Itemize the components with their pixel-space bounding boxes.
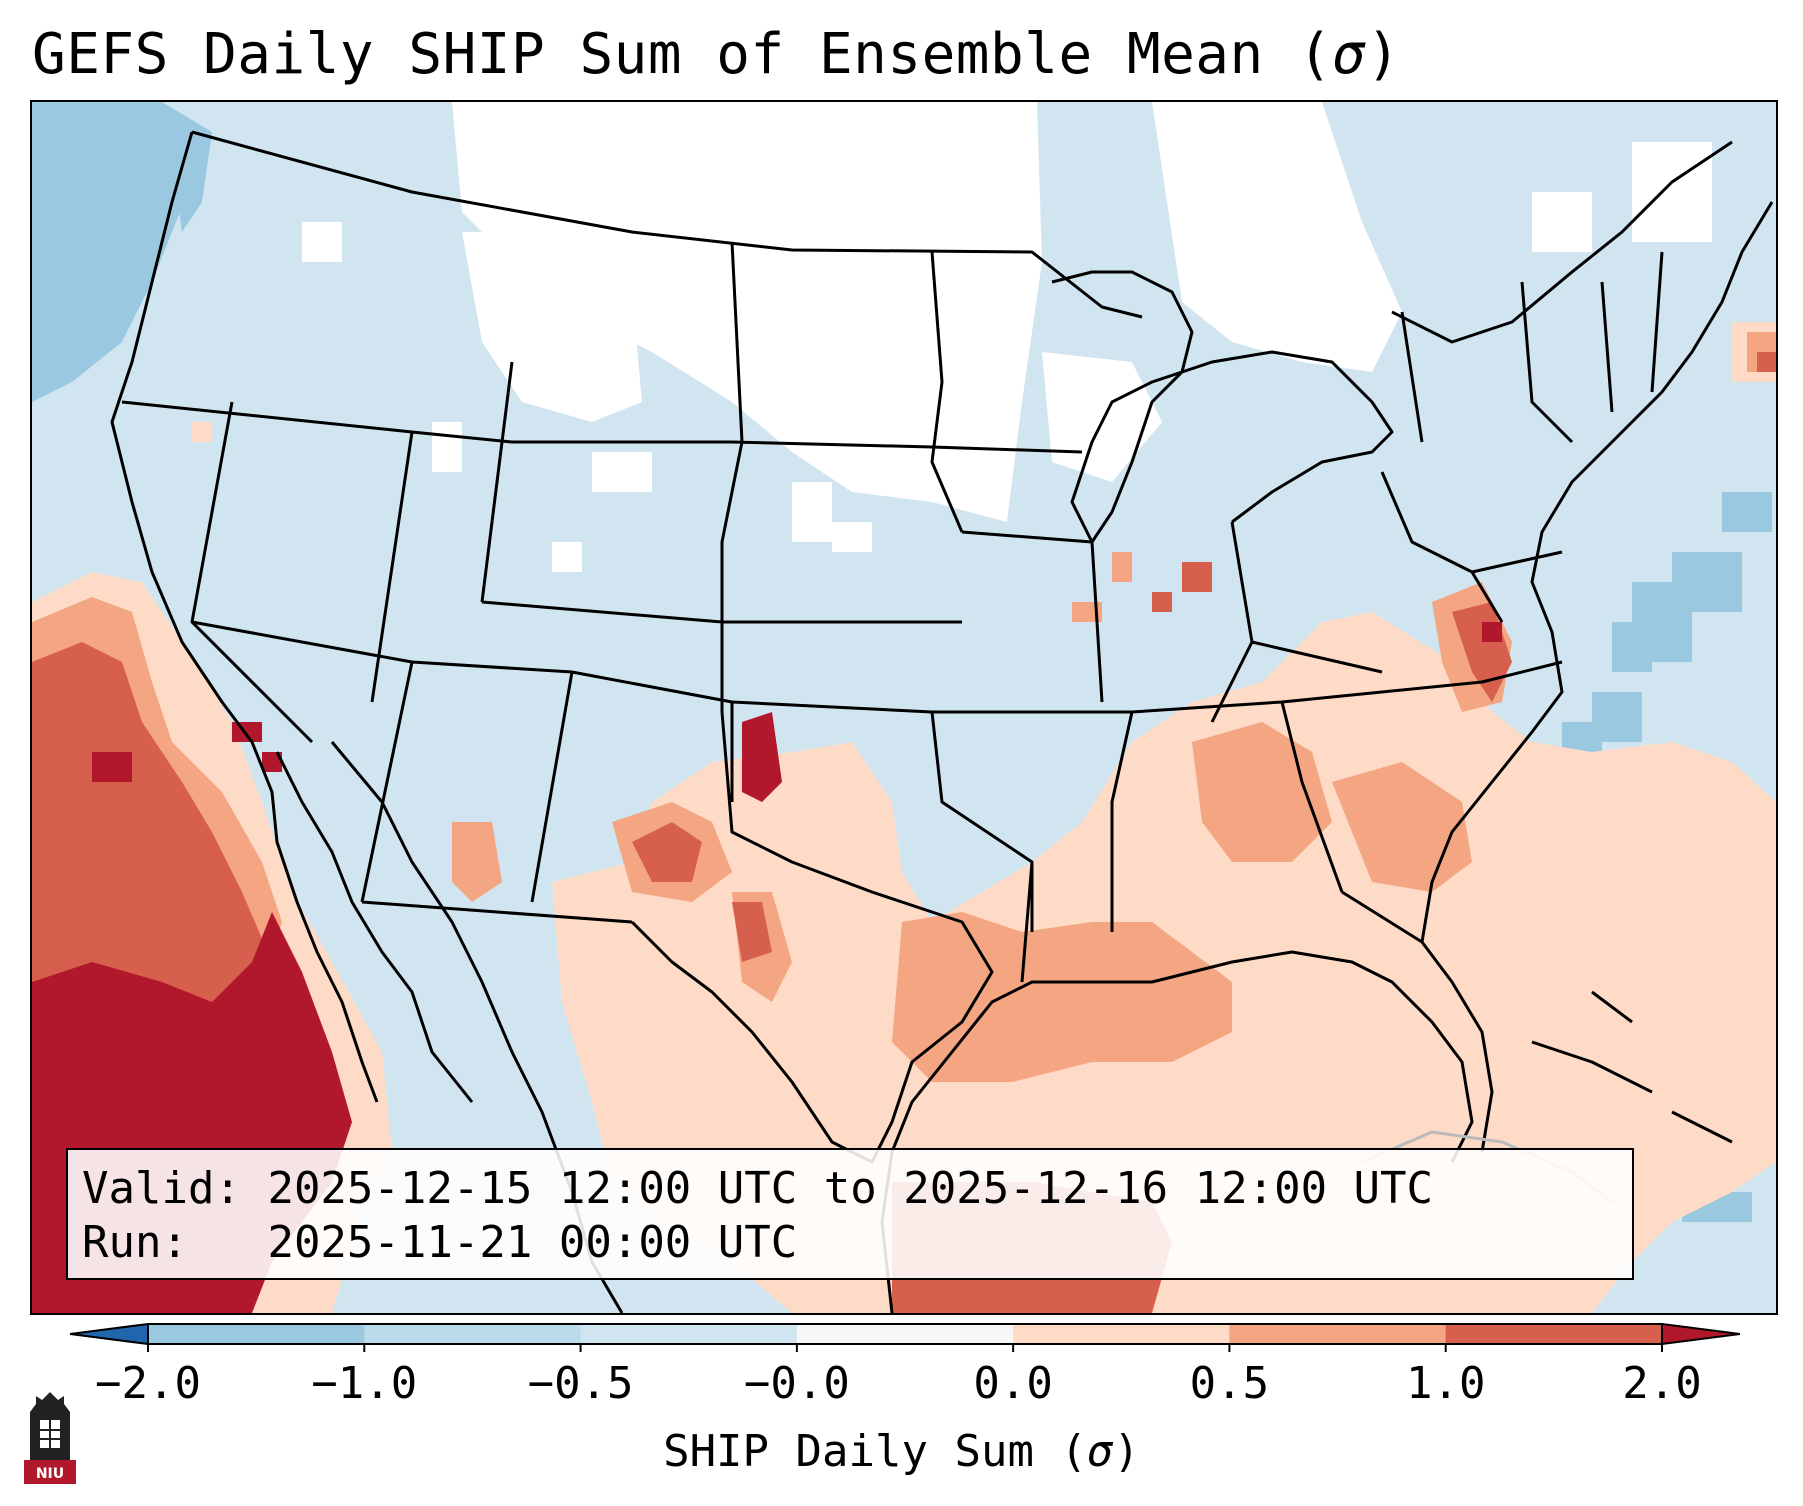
colorbar-label-sigma: σ <box>1086 1426 1114 1477</box>
logo-banner <box>24 1460 76 1484</box>
colorbar-label: SHIP Daily Sum (σ) <box>0 1426 1803 1477</box>
colorbar-bin <box>364 1324 582 1344</box>
colorbar <box>70 1322 1740 1352</box>
coast-florida <box>1420 941 1494 1153</box>
caribbean <box>1531 990 1733 1144</box>
colorbar-tick-label: −2.0 <box>95 1358 201 1409</box>
colorbar-tick-label: 1.0 <box>1405 1358 1486 1409</box>
run-row: Run: 2025-11-21 00:00 UTC <box>82 1216 1618 1270</box>
colorbar-tick-label: −1.0 <box>311 1358 418 1409</box>
valid-row: Valid: 2025-12-15 12:00 UTC to 2025-12-1… <box>82 1162 1618 1216</box>
colorbar-label-close: ) <box>1113 1426 1140 1477</box>
colorbar-tick-label: −0.0 <box>743 1358 850 1409</box>
title-close: ) <box>1366 22 1401 87</box>
field-near-zero-white <box>302 102 1712 572</box>
map-canvas <box>32 102 1776 1313</box>
colorbar-frame <box>147 1323 1663 1345</box>
colorbar-bin <box>1445 1324 1663 1344</box>
map-panel <box>30 100 1778 1315</box>
run-value: 2025-11-21 00:00 UTC <box>267 1217 798 1268</box>
river-st-lawrence <box>1391 140 1733 344</box>
great-lakes <box>1051 270 1394 544</box>
colorbar-label-text: SHIP Daily Sum ( <box>663 1426 1087 1477</box>
colorbar-under-arrow <box>70 1322 149 1346</box>
valid-label: Valid: <box>82 1163 241 1214</box>
state-lines <box>121 241 1664 983</box>
run-label: Run: <box>82 1217 188 1268</box>
title-text: GEFS Daily SHIP Sum of Ensemble Mean ( <box>32 22 1333 87</box>
coast-west <box>110 131 379 1103</box>
field-negative-blue <box>32 102 1772 1222</box>
colorbar-bin <box>580 1324 798 1344</box>
field-atlantic-positive <box>1732 322 1776 382</box>
colorbar-tick-label: 0.0 <box>973 1358 1053 1409</box>
colorbar-tick-label: 2.0 <box>1622 1358 1702 1409</box>
niu-logo: NIU <box>24 1392 76 1484</box>
colorbar-tick-label: −0.5 <box>527 1358 634 1409</box>
colorbar-bin <box>796 1324 1014 1344</box>
colorbar-bin <box>1013 1324 1230 1344</box>
title-sigma: σ <box>1332 22 1367 87</box>
border-us-canada <box>191 130 1143 319</box>
colorbar-over-arrow <box>1661 1322 1740 1346</box>
colorbar-tick-label: 0.5 <box>1189 1358 1270 1409</box>
chart-title: GEFS Daily SHIP Sum of Ensemble Mean (σ) <box>32 22 1401 87</box>
colorbar-bin <box>148 1324 365 1344</box>
info-box: Valid: 2025-12-15 12:00 UTC to 2025-12-1… <box>66 1148 1634 1280</box>
valid-value: 2025-12-15 12:00 UTC to 2025-12-16 12:00… <box>267 1163 1434 1214</box>
coast-gulf <box>880 950 1474 1313</box>
texas <box>630 711 994 1164</box>
coast-east <box>1420 201 1774 943</box>
coast-baja <box>275 751 474 1103</box>
colorbar-bin <box>1229 1324 1447 1344</box>
logo-text: NIU <box>36 1466 64 1482</box>
